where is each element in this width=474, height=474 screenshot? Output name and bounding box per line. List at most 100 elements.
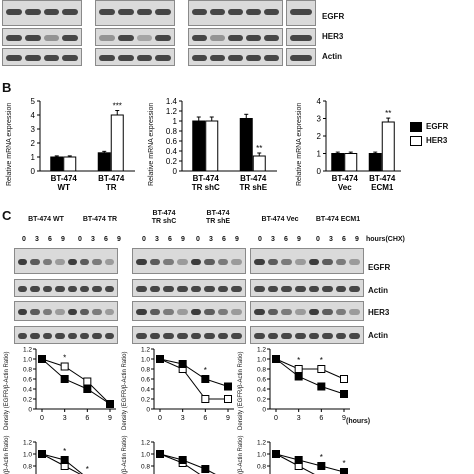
band <box>55 333 65 339</box>
y-tick-label: 3 <box>317 115 322 124</box>
ylabel-egfr-2: Density (EGFR/β-Actin Ratio) <box>122 351 128 430</box>
band <box>18 259 28 265</box>
data-point-open <box>83 377 92 386</box>
bar-her3 <box>381 121 395 172</box>
band <box>55 286 65 292</box>
blot-c-0-1 <box>14 279 118 297</box>
hours-chx-label: hours(CHX) <box>366 236 405 243</box>
band <box>267 259 279 265</box>
timepoint-label: 0 <box>78 236 82 243</box>
data-point-filled <box>294 372 303 381</box>
band <box>217 309 229 315</box>
category-label: TR shE <box>239 183 267 192</box>
y-tick-label: 0 <box>146 407 150 414</box>
x-tick-label: 6 <box>203 415 207 422</box>
bar-her3 <box>252 155 266 172</box>
blot-label-egfr-a: EGFR <box>322 12 345 21</box>
bar-egfr <box>97 152 111 172</box>
data-point-filled <box>106 400 114 408</box>
cell-label-shc: BT-474 TR shC <box>151 210 177 225</box>
y-tick-label: 2 <box>317 132 322 141</box>
cell-label-vec: BT-474 Vec <box>261 216 299 223</box>
band <box>136 286 147 292</box>
x-tick-label: 6 <box>85 415 89 422</box>
line-chart-her3-wt-tr: 0.60.81.01.2** <box>23 440 89 474</box>
bar-egfr <box>50 156 64 172</box>
timepoint-label: 6 <box>168 236 172 243</box>
blot-a-mid-3 <box>95 48 175 66</box>
band <box>92 286 102 292</box>
data-point-filled <box>317 382 326 391</box>
data-point-open <box>60 362 69 371</box>
band <box>79 259 90 265</box>
y-tick-label: 1.2 <box>141 440 150 447</box>
y-tick-label: 1.0 <box>23 452 32 459</box>
band <box>281 286 292 292</box>
category-label: Vec <box>338 183 352 192</box>
band <box>92 333 102 339</box>
legend-item-egfr: EGFR <box>410 122 448 132</box>
band <box>30 286 40 292</box>
series-line <box>41 358 111 405</box>
band <box>18 286 28 292</box>
blot-label-actin-c2: Actin <box>368 331 388 340</box>
timepoint-label: 9 <box>235 236 239 243</box>
significance-label: * <box>63 447 66 456</box>
data-point-filled <box>60 375 69 383</box>
band <box>322 309 333 315</box>
y-tick-label: 1.2 <box>257 440 266 447</box>
band <box>254 309 265 315</box>
band <box>79 286 90 292</box>
timepoint-label: 0 <box>316 236 320 243</box>
series-line <box>41 453 81 474</box>
band <box>217 333 229 339</box>
blot-c-0-3 <box>14 326 118 344</box>
x-tick-label: 9 <box>342 415 346 422</box>
bar-egfr <box>192 120 206 172</box>
panel-b-ylabel-2: Relative mRNA expression <box>148 102 155 186</box>
y-tick-label: 1.2 <box>257 347 266 354</box>
band <box>42 286 53 292</box>
data-point-filled <box>224 382 232 391</box>
data-point-open <box>201 395 210 403</box>
band <box>79 309 90 315</box>
y-tick-label: 0.8 <box>257 464 266 471</box>
blot-a-mid-2 <box>95 28 175 46</box>
band <box>231 286 242 292</box>
y-tick-label: 4 <box>31 111 36 120</box>
blot-a-right-3 <box>188 48 283 66</box>
data-point-filled <box>201 465 210 473</box>
line-chart-her3-shc-she: 0.60.81.01.2 <box>141 440 216 474</box>
series-line <box>275 453 315 474</box>
panel-letter-c: C <box>2 208 12 223</box>
significance-label: * <box>297 356 300 365</box>
band <box>163 309 174 315</box>
blot-c-0-0 <box>14 248 118 274</box>
y-tick-label: 0.6 <box>257 377 266 384</box>
band <box>281 309 292 315</box>
blot-label-egfr-c: EGFR <box>368 263 391 272</box>
band <box>136 259 147 265</box>
band <box>149 309 161 315</box>
band-row <box>18 286 114 292</box>
band <box>163 286 174 292</box>
band-row <box>136 333 242 339</box>
timepoint-label: 3 <box>271 236 275 243</box>
blot-c-2-1 <box>250 279 364 297</box>
bar-egfr <box>239 118 253 172</box>
data-point-open <box>317 365 326 373</box>
data-point-filled <box>156 355 164 363</box>
y-tick-label: 1 <box>317 150 322 159</box>
band-row <box>18 333 114 339</box>
y-tick-label: 1.0 <box>141 452 150 459</box>
blot-a-mid-1 <box>95 0 175 26</box>
band <box>349 309 360 315</box>
band <box>136 333 147 339</box>
band-row <box>254 286 360 292</box>
data-point-filled <box>38 355 46 363</box>
blot-c-2-0 <box>250 248 364 274</box>
x-tick-label: 6 <box>319 415 323 422</box>
y-tick-label: 0 <box>28 407 32 414</box>
band <box>217 286 229 292</box>
